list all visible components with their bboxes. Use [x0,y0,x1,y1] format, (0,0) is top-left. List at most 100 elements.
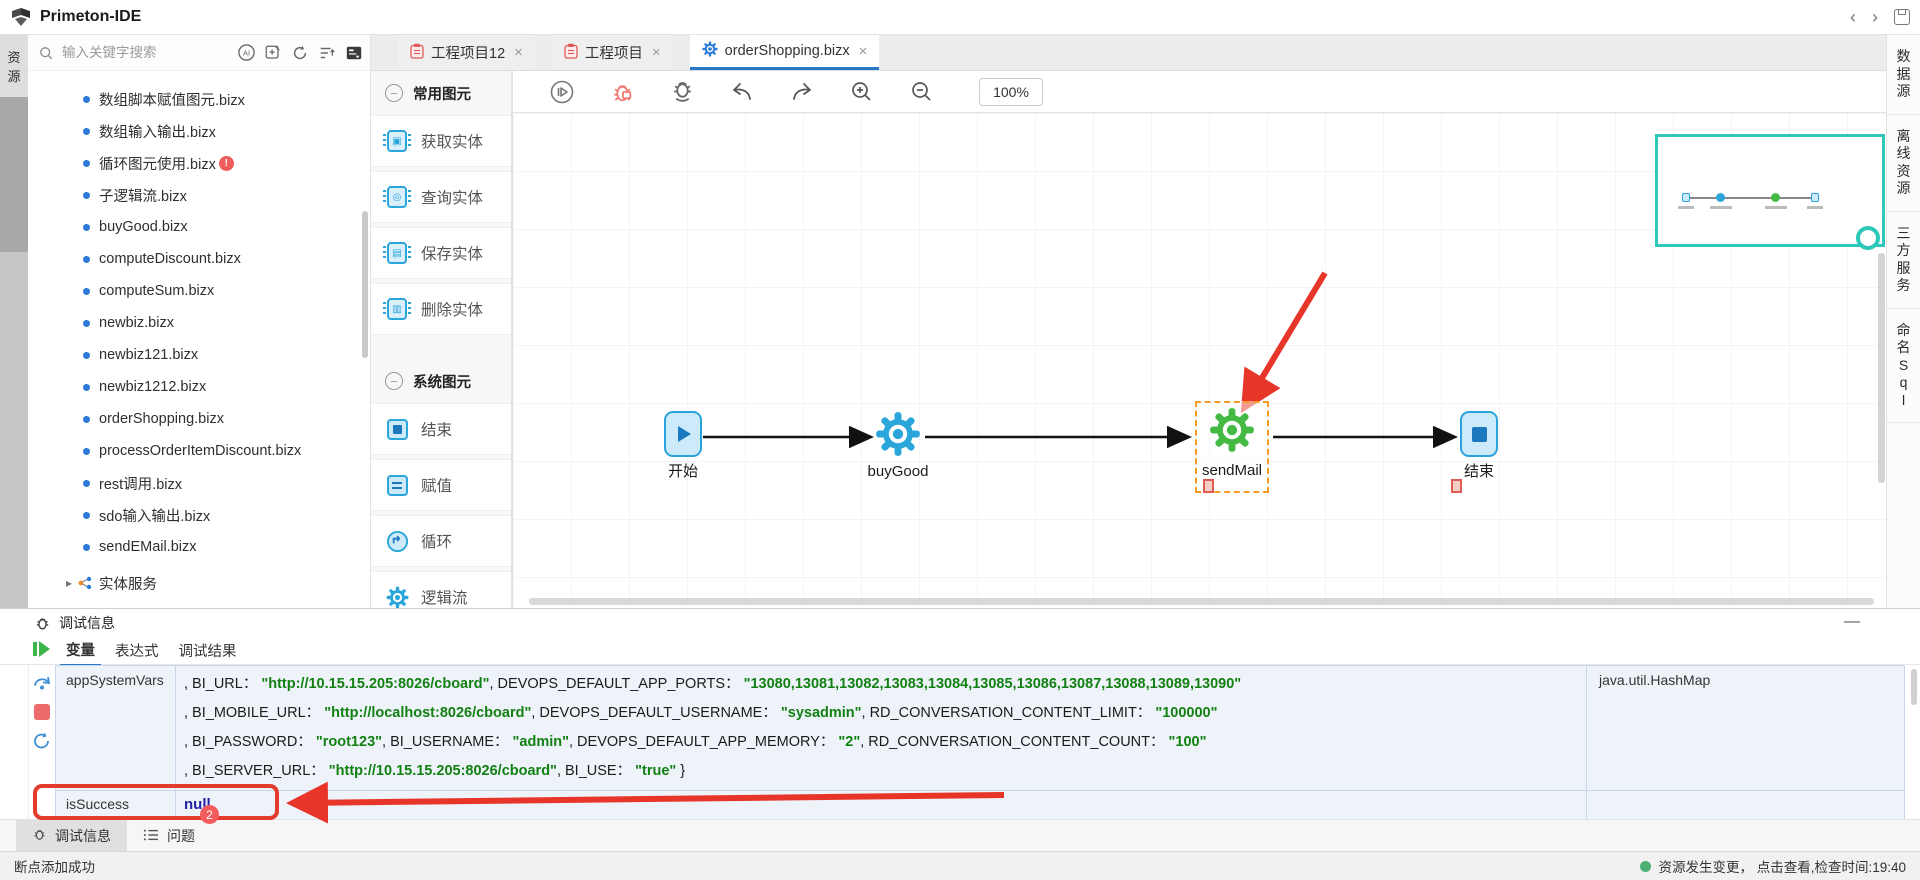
new-resource-icon[interactable] [263,43,283,63]
tree-scrollbar[interactable] [362,211,368,358]
canvas-horizontal-scrollbar[interactable] [529,598,1874,605]
variable-row[interactable]: appSystemVars , BI_URL： "http://10.15.15.… [56,666,1904,791]
bottom-tab-problems[interactable]: 问题 [127,820,211,852]
right-rail-tab-3[interactable]: 三方服务 [1887,212,1920,309]
palette-section-header[interactable]: − 常用图元 [371,71,511,115]
right-rail-tab-2[interactable]: 离线资源 [1887,115,1920,212]
file-tree-item[interactable]: processOrderItemDiscount.bizx [28,435,370,467]
palette-item[interactable]: 结束 [371,403,511,455]
palette-item[interactable]: ▣ 获取实体 [371,115,511,167]
palette-item[interactable]: 循环 [371,515,511,567]
minimap-resize-handle[interactable] [1856,226,1880,250]
redo-icon[interactable] [789,79,815,105]
debug-tab-2[interactable]: 表达式 [115,644,159,660]
left-rail-tab-resources[interactable]: 资源 [0,35,28,97]
close-tab-icon[interactable]: × [651,44,661,61]
debug-tab-3[interactable]: 调试结果 [178,644,237,660]
undo-icon[interactable] [729,79,755,105]
file-tree-item[interactable]: 数组脚本赋值图元.bizx [28,83,370,115]
restart-icon[interactable] [32,731,52,751]
file-tree-item[interactable]: buyGood.bizx [28,211,370,243]
view-toggle-icon[interactable] [344,43,364,63]
file-dot-icon [83,191,90,199]
file-tree-item[interactable]: computeSum.bizx [28,275,370,307]
canvas-toolbar: 100% [513,71,1886,113]
palette-item[interactable]: ◎ 查询实体 [371,171,511,223]
file-tree-item[interactable]: orderShopping.bizx [28,403,370,435]
close-tab-icon[interactable]: × [514,44,523,61]
entity-save-icon: ▤ [383,241,411,265]
editor-tab-label: 工程项目 [584,46,643,62]
search-input[interactable] [60,44,232,61]
debug-icon[interactable] [669,79,695,105]
run-icon[interactable] [549,79,575,105]
gear-icon [702,41,718,61]
flow-canvas[interactable]: 开始 buyGood sendMail 结束 [513,113,1886,607]
zoom-in-icon[interactable] [849,79,875,105]
sort-icon[interactable] [317,43,337,63]
file-tree-item[interactable]: 子逻辑流.bizx [28,179,370,211]
nav-back-icon[interactable]: ‹ [1850,7,1856,27]
stop-icon[interactable] [32,702,52,722]
bottom-tabbar: 调试信息 问题 [0,819,1920,852]
resume-icon[interactable] [33,641,50,657]
right-rail-tab-1[interactable]: 数据源 [1887,35,1920,115]
palette-item[interactable]: 逻辑流 [371,571,511,608]
flow-node-end[interactable]: 结束 [1437,411,1521,481]
debug-scrollbar[interactable] [1911,669,1917,705]
file-tree-item[interactable]: rest调用.bizx [28,467,370,499]
folder-expand-icon: ▸ [66,576,73,590]
close-tab-icon[interactable]: × [858,42,868,60]
file-tree-item[interactable]: 循环图元使用.bizx! [28,147,370,179]
editor-tab-3[interactable]: orderShopping.bizx × [689,35,880,70]
left-rail-scroll-thumb[interactable] [0,97,28,252]
file-dot-icon [83,383,90,391]
file-dot-icon [83,95,90,103]
nav-forward-icon[interactable]: › [1872,7,1878,27]
tree-folder-entity-services[interactable]: ▸ 实体服务 [28,567,370,599]
file-tree-item[interactable]: newbiz.bizx [28,307,370,339]
palette-section-header[interactable]: − 系统图元 [371,359,511,403]
clear-breakpoints-icon[interactable] [609,79,635,105]
file-tree-item[interactable]: computeDiscount.bizx [28,243,370,275]
app-logo-icon [12,8,30,26]
zoom-out-icon[interactable] [909,79,935,105]
palette-item[interactable]: ▥ 删除实体 [371,283,511,335]
breakpoint-icon[interactable] [1451,479,1462,493]
minimap-end-node [1811,193,1819,202]
resource-change-notice[interactable]: 资源发生变更， 点击查看,检查时间:19:40 [1640,856,1906,876]
flow-node-start[interactable]: 开始 [641,411,725,481]
file-tree-item[interactable]: sdo输入输出.bizx [28,499,370,531]
breakpoint-icon[interactable] [1203,479,1214,493]
editor-tab-2[interactable]: 工程项目 × [551,35,673,70]
debug-controls [28,665,55,819]
file-tree-item[interactable]: newbiz121.bizx [28,339,370,371]
palette-item[interactable]: ▤ 保存实体 [371,227,511,279]
save-icon[interactable] [1894,9,1910,25]
minimap[interactable] [1655,134,1885,250]
palette-section-title: 常用图元 [413,86,471,103]
refresh-icon[interactable] [290,43,310,63]
palette-item[interactable]: 赋值 [371,459,511,511]
canvas-vertical-scrollbar[interactable] [1878,253,1885,483]
step-over-icon[interactable] [32,673,52,693]
editor-tab-1[interactable]: 工程项目12 × [398,35,535,70]
zoom-level-button[interactable]: 100% [979,77,1043,106]
variables-table: appSystemVars , BI_URL： "http://10.15.15.… [55,665,1905,820]
file-tree-item[interactable]: newbiz1212.bizx [28,371,370,403]
bottom-tab-debug-info[interactable]: 调试信息 [16,820,127,852]
flow-node-buygood[interactable]: buyGood [856,411,940,480]
file-tree-item[interactable]: 数组输入输出.bizx [28,115,370,147]
variable-value: null [176,791,1587,819]
annotation-arrow-sendmail [1240,271,1328,414]
palette-item-label: 查询实体 [421,190,484,207]
ai-icon[interactable]: AI [236,43,256,63]
editor-tab-label: 工程项目12 [431,46,506,62]
minimize-panel-icon[interactable]: — [1844,613,1860,630]
variable-row[interactable]: isSuccess null [56,791,1904,819]
debug-tab-1[interactable]: 变量 [60,635,101,666]
collapse-icon: − [385,372,403,390]
file-tree-item[interactable]: sendEMail.bizx [28,531,370,563]
flow-node-sendmail[interactable]: sendMail [1195,401,1269,493]
